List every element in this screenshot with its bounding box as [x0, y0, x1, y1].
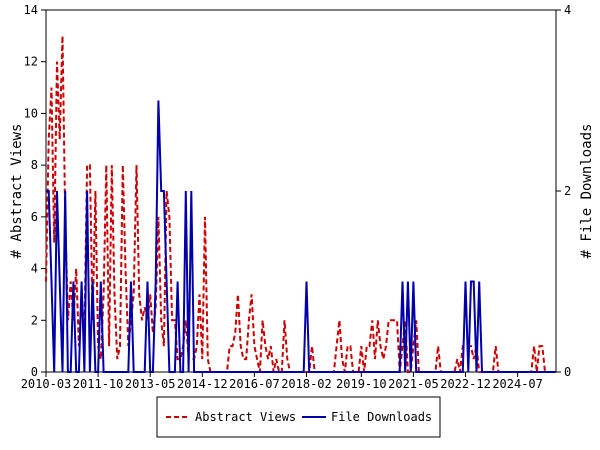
x-tick-label: 2016-07 [229, 377, 280, 391]
legend-label-abstract-views: Abstract Views [195, 410, 296, 424]
plot-area [45, 9, 557, 373]
right-y-tick-label: 4 [564, 3, 571, 17]
x-tick-label: 2019-10 [336, 377, 387, 391]
x-tick-label: 2011-10 [73, 377, 124, 391]
x-tick-label: 2013-05 [125, 377, 176, 391]
x-tick-label: 2022-12 [440, 377, 491, 391]
left-y-tick-label: 14 [24, 3, 38, 17]
right-y-axis: 0 2 4 [556, 3, 571, 379]
x-axis: 2010-03 2011-10 2013-05 2014-12 2016-07 2018-… [21, 372, 543, 391]
legend-label-file-downloads: File Downloads [331, 410, 432, 424]
left-axis-title: # Abstract Views [9, 124, 25, 259]
left-y-axis: 0 2 4 6 8 10 12 14 [24, 3, 46, 379]
left-y-tick-label: 8 [31, 158, 38, 172]
right-y-tick-label: 2 [564, 184, 571, 198]
x-tick-label: 2014-12 [177, 377, 228, 391]
x-tick-label: 2018-02 [281, 377, 332, 391]
series-layer [45, 35, 556, 373]
legend-box [156, 396, 441, 438]
left-y-tick-label: 4 [31, 262, 38, 276]
left-y-tick-label: 12 [24, 55, 38, 69]
left-y-tick-label: 0 [31, 365, 38, 379]
x-tick-label: 2010-03 [21, 377, 72, 391]
left-y-tick-label: 6 [31, 210, 38, 224]
series-line-file-downloads [46, 100, 556, 373]
x-tick-label: 2024-07 [492, 377, 543, 391]
legend: Abstract Views File Downloads [156, 396, 441, 438]
x-tick-label: 2021-05 [388, 377, 439, 391]
right-axis-title: # File Downloads [579, 124, 595, 259]
left-y-tick-label: 10 [24, 106, 38, 120]
right-y-tick-label: 0 [564, 365, 571, 379]
left-y-tick-label: 2 [31, 313, 38, 327]
